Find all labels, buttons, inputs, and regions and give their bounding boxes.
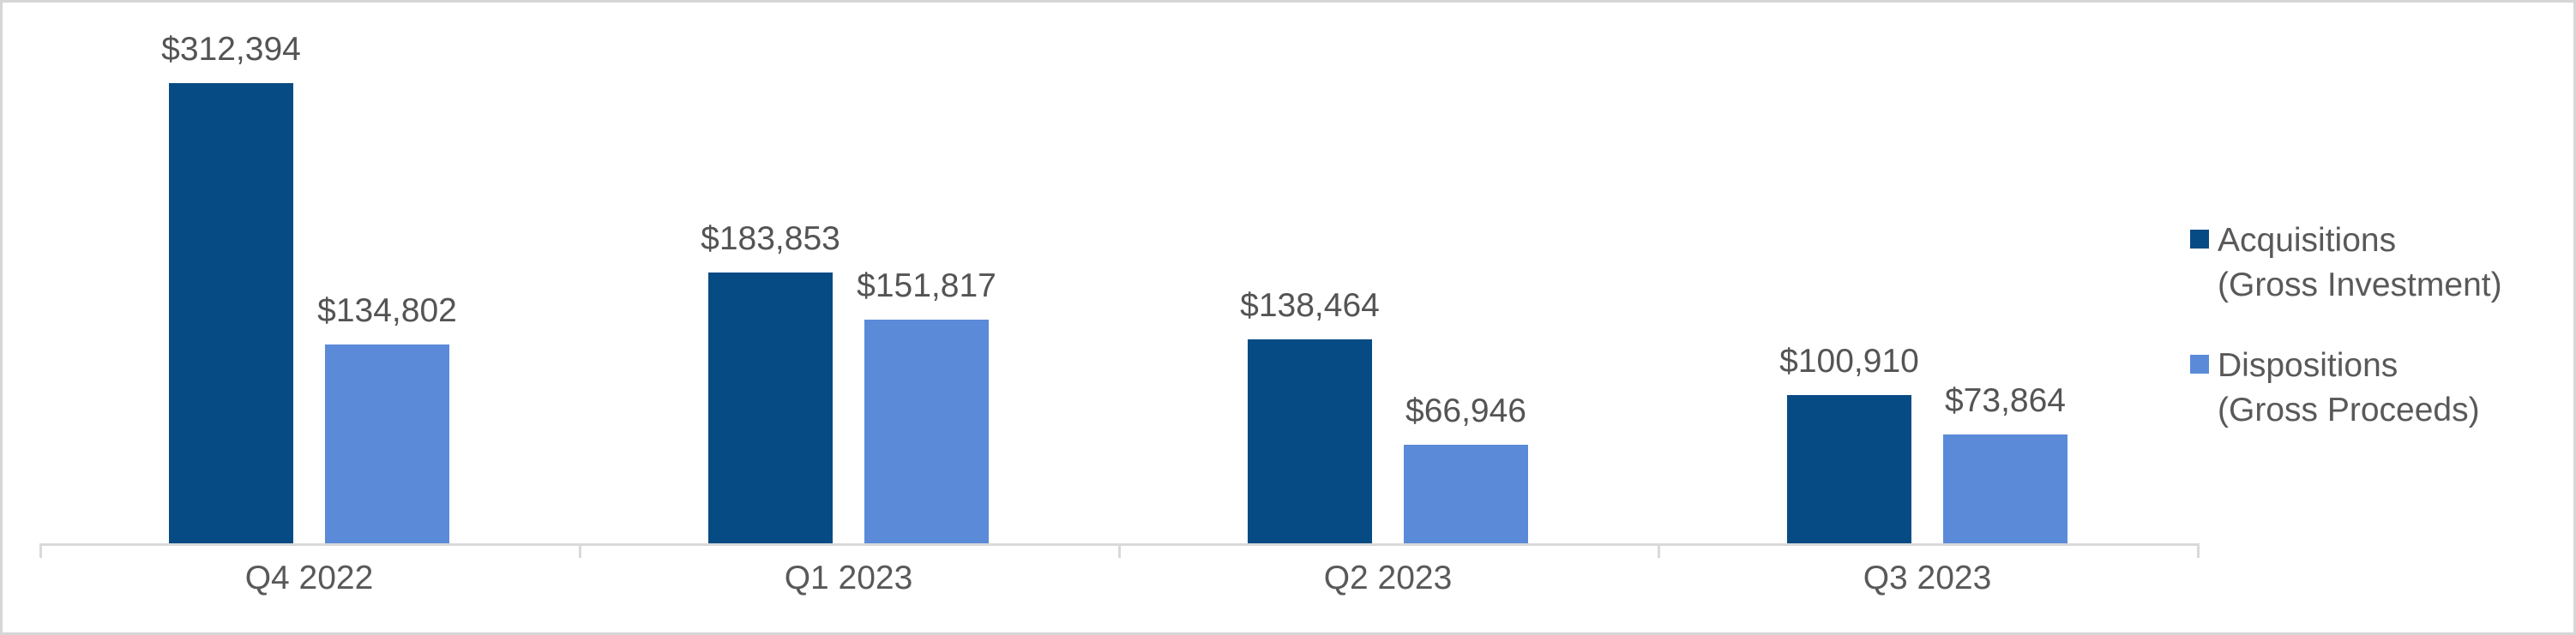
bar-group: $138,464 $66,946: [1118, 3, 1658, 543]
bar-value-label: $151,817: [857, 267, 996, 305]
bar-dispositions: [325, 344, 449, 543]
bar-slot: $151,817: [857, 267, 996, 543]
plot-area: $312,394 $134,802 $183,853 $151,817 $138,464…: [39, 3, 2197, 543]
bar-group: $312,394 $134,802: [39, 3, 579, 543]
axis-tick: [2197, 543, 2200, 558]
legend-label-line2: (Gross Investment): [2218, 267, 2502, 303]
axis-tick: [1118, 543, 1121, 558]
bar-slot: $66,946: [1404, 392, 1528, 543]
bar-slot: $312,394: [161, 31, 301, 543]
legend-label-line2: (Gross Proceeds): [2218, 392, 2480, 428]
bar-value-label: $73,864: [1945, 382, 2066, 420]
bar-acquisitions: [1248, 339, 1372, 543]
bar-acquisitions: [1787, 395, 1911, 543]
bar-value-label: $66,946: [1405, 392, 1526, 430]
legend-label: Dispositions (Gross Proceeds): [2218, 344, 2480, 433]
legend-entry-dispositions: Dispositions (Gross Proceeds): [2190, 344, 2502, 433]
legend-label: Acquisitions (Gross Investment): [2218, 219, 2502, 308]
axis-tick: [39, 543, 42, 558]
bar-value-label: $138,464: [1240, 287, 1380, 325]
axis-tick: [579, 543, 581, 558]
bar-slot: $100,910: [1779, 343, 1919, 543]
bar-slot: $183,853: [701, 220, 840, 543]
acquisitions-swatch-icon: [2190, 230, 2209, 249]
category-axis-labels: Q4 2022 Q1 2023 Q2 2023 Q3 2023: [39, 560, 2197, 597]
bar-value-label: $312,394: [161, 31, 301, 69]
bar-groups: $312,394 $134,802 $183,853 $151,817 $138,464…: [39, 3, 2197, 543]
bar-value-label: $100,910: [1779, 343, 1919, 380]
bar-group: $183,853 $151,817: [579, 3, 1118, 543]
dispositions-swatch-icon: [2190, 355, 2209, 374]
bar-dispositions: [1943, 434, 2067, 543]
bar-slot: $73,864: [1943, 382, 2067, 543]
bar-slot: $138,464: [1240, 287, 1380, 543]
bar-slot: $134,802: [317, 292, 457, 543]
bar-acquisitions: [169, 83, 293, 543]
bar-value-label: $183,853: [701, 220, 840, 258]
bar-value-label: $134,802: [317, 292, 457, 330]
bar-group: $100,910 $73,864: [1658, 3, 2197, 543]
category-label: Q4 2022: [244, 560, 374, 596]
legend-entry-acquisitions: Acquisitions (Gross Investment): [2190, 219, 2502, 308]
category-label: Q1 2023: [784, 560, 913, 596]
bar-acquisitions: [708, 273, 833, 543]
bar-dispositions: [1404, 445, 1528, 543]
bar-dispositions: [864, 320, 989, 543]
category-label: Q3 2023: [1863, 560, 1992, 596]
category-label: Q2 2023: [1323, 560, 1453, 596]
legend-label-line1: Dispositions: [2218, 347, 2398, 384]
axis-tick: [1658, 543, 1660, 558]
legend: Acquisitions (Gross Investment) Disposit…: [2190, 219, 2502, 433]
legend-label-line1: Acquisitions: [2218, 222, 2397, 259]
